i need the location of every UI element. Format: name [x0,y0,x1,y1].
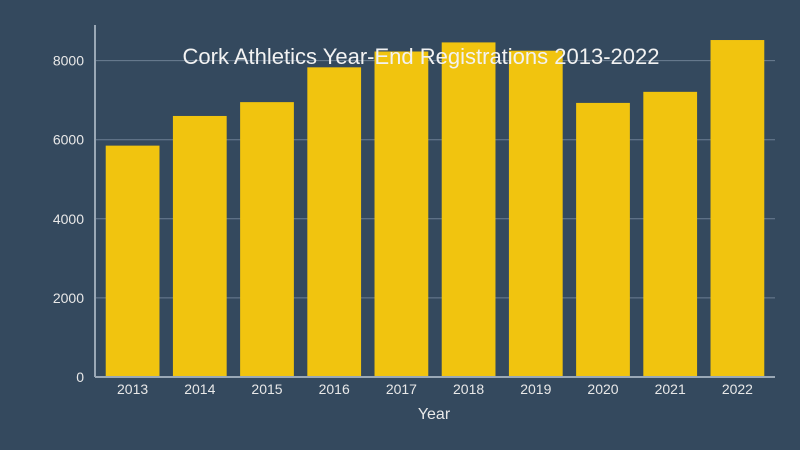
bar-2018 [441,42,496,377]
x-tick-label: 2013 [117,381,148,397]
y-tick-label: 6000 [53,132,84,148]
axes [94,25,775,378]
x-axis-title: Year [418,406,451,423]
chart-title: Cork Athletics Year-End Registrations 20… [183,44,660,69]
y-tick-labels: 0 2000 4000 6000 8000 [53,53,84,385]
y-tick-label: 2000 [53,290,84,306]
bar-2015 [240,102,294,377]
x-tick-label: 2015 [251,381,282,397]
bar-2014 [172,115,227,377]
x-tick-label: 2017 [386,381,417,397]
bar-2016 [307,67,362,378]
x-tick-label: 2018 [453,381,484,397]
y-tick-label: 4000 [53,211,84,227]
y-tick-label: 0 [76,369,84,385]
x-tick-labels: 2013 2014 2015 2016 2017 2018 2019 2020 2021 2022 [117,381,753,397]
bars [105,40,765,378]
bar-2021 [643,91,698,377]
x-tick-label: 2022 [722,381,753,397]
bar-2022 [710,40,765,378]
y-tick-label: 8000 [53,53,84,69]
bar-2013 [105,145,160,377]
x-tick-label: 2019 [520,381,551,397]
x-tick-label: 2020 [587,381,618,397]
x-tick-label: 2021 [655,381,686,397]
bar-2017 [374,51,429,378]
x-tick-label: 2016 [319,381,350,397]
bar-2019 [508,50,563,378]
x-tick-label: 2014 [184,381,215,397]
bar-2020 [576,102,630,377]
